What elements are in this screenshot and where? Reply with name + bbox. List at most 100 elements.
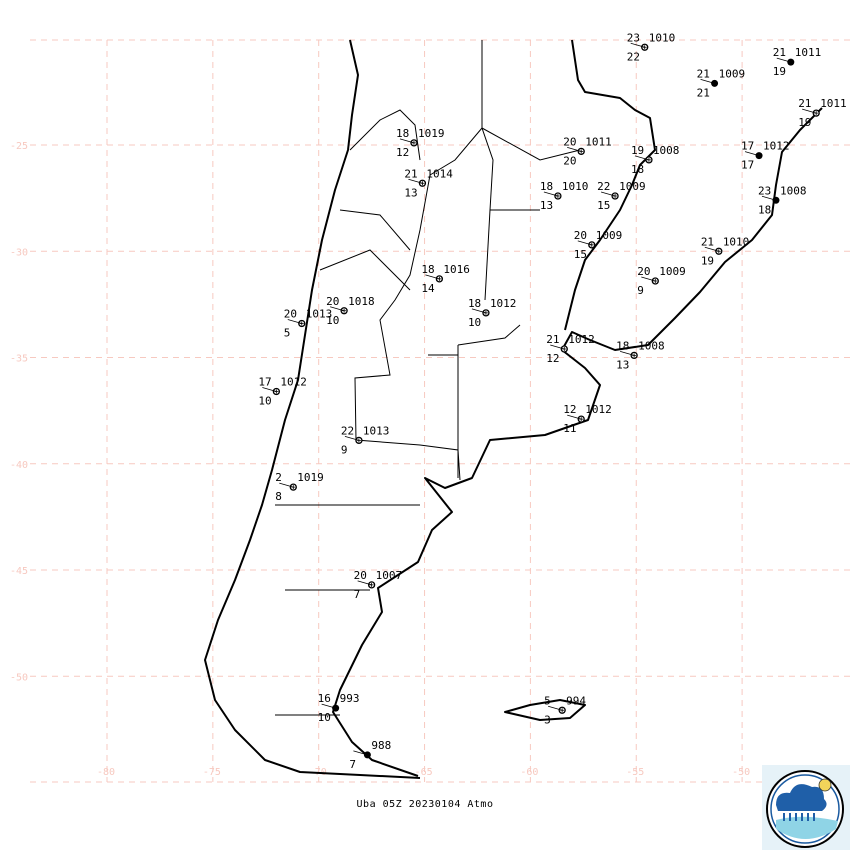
wind-barb [630, 42, 645, 48]
station-plot: 18 1019 12 [396, 127, 445, 159]
wind-barb [262, 387, 277, 392]
station-pressure: 994 [566, 694, 586, 707]
wind-barb [577, 240, 592, 246]
station-pressure: 993 [340, 692, 360, 705]
wind-barb [329, 306, 345, 312]
station-dewpoint: 9 [341, 443, 348, 456]
station-pressure: 1019 [297, 471, 324, 484]
station-plot: 988 7 [349, 739, 391, 771]
lat-lon-grid: -25-30-35-40-45-50-80 -75 -70 -65 -60 -55 -50 [10, 39, 850, 783]
station-temperature: 21 [798, 97, 811, 110]
station-pressure: 1013 [363, 424, 390, 437]
wind-barb [471, 308, 487, 314]
station-pressure: 1009 [619, 180, 646, 193]
station-plot: 18 1008 13 [616, 339, 665, 371]
station-dewpoint: 19 [701, 254, 714, 267]
station-dewpoint: 19 [798, 116, 811, 129]
wind-barb [550, 344, 565, 350]
station-pressure: 1012 [568, 333, 595, 346]
station-plot: 2 1019 8 [275, 471, 324, 503]
wind-barb [399, 138, 415, 144]
station-temperature: 12 [563, 403, 576, 416]
station-plot: 22 1009 15 [597, 180, 646, 212]
station-temperature: 19 [631, 144, 644, 157]
station-pressure: 1010 [562, 180, 589, 193]
station-temperature: 16 [318, 692, 331, 705]
station-plot: 20 1007 7 [354, 569, 403, 601]
wind-barb [634, 155, 650, 161]
lon-label: -65 [415, 767, 433, 778]
station-pressure: 1016 [443, 263, 470, 276]
wind-barb [567, 146, 582, 152]
station-temperature: 21 [701, 235, 714, 248]
station-temperature: 18 [468, 297, 481, 310]
station-temperature: 23 [627, 31, 640, 44]
wind-barb [600, 191, 616, 197]
station-dewpoint: 12 [396, 146, 409, 159]
lat-label: -40 [10, 460, 28, 471]
station-dewpoint: 19 [773, 65, 786, 78]
wind-barb [353, 750, 368, 756]
station-pressure: 1019 [418, 127, 445, 140]
lat-label: -30 [10, 247, 28, 258]
station-dewpoint: 9 [637, 284, 644, 297]
wind-barb [641, 276, 656, 282]
station-pressure: 1011 [795, 46, 822, 59]
station-pressure: 1013 [306, 308, 333, 321]
wind-barb [321, 703, 336, 709]
wind-barb [761, 195, 777, 201]
station-dewpoint: 12 [546, 352, 559, 365]
agency-logo [762, 765, 850, 850]
station-plot: 18 1016 14 [421, 263, 470, 295]
lat-label: -35 [10, 354, 28, 365]
station-pressure: 1014 [426, 167, 453, 180]
station-plot: 21 1011 19 [773, 46, 822, 78]
station-pressure: 1008 [638, 339, 665, 352]
station-pressure: 1008 [780, 184, 807, 197]
station-pressure: 988 [371, 739, 391, 752]
lon-label: -60 [520, 767, 538, 778]
station-plot: 22 1013 9 [341, 424, 390, 456]
station-plot: 20 1009 9 [637, 265, 686, 297]
lon-label: -55 [626, 767, 644, 778]
station-plot: 20 1013 5 [284, 308, 333, 340]
station-plot: 17 1012 17 [741, 140, 790, 172]
station-plot: 18 1012 10 [468, 297, 517, 329]
coastline [204, 39, 823, 779]
station-temperature: 17 [258, 376, 271, 389]
station-plot: 20 1018 10 [326, 295, 375, 327]
wind-barb [700, 78, 715, 84]
station-pressure: 1009 [596, 229, 623, 242]
station-dewpoint: 10 [318, 711, 331, 724]
station-plot: 16 993 10 [318, 692, 360, 724]
station-dewpoint: 14 [421, 282, 435, 295]
lon-label: -80 [97, 767, 115, 778]
station-temperature: 20 [563, 135, 576, 148]
station-dewpoint: 10 [258, 395, 271, 408]
wind-barb [744, 151, 760, 157]
station-plot: 5 994 3 [544, 694, 586, 726]
lon-label: -50 [732, 767, 750, 778]
station-temperature: 22 [597, 180, 610, 193]
station-dewpoint: 15 [574, 248, 587, 261]
lon-label: -75 [203, 767, 221, 778]
station-plot: 20 1009 15 [574, 229, 623, 261]
station-dewpoint: 20 [563, 154, 576, 167]
station-plot: 18 1010 13 [540, 180, 589, 212]
station-plot: 17 1012 10 [258, 376, 307, 408]
station-dewpoint: 10 [326, 314, 339, 327]
station-pressure: 1012 [490, 297, 517, 310]
station-temperature: 2 [275, 471, 282, 484]
wind-barb [279, 482, 294, 488]
station-pressure: 1012 [280, 376, 307, 389]
station-pressure: 1018 [348, 295, 375, 308]
wind-barb [567, 414, 582, 420]
station-pressure: 1011 [820, 97, 847, 110]
station-plot: 21 1009 21 [697, 67, 746, 99]
wind-barb [287, 319, 302, 324]
station-dewpoint: 8 [275, 490, 282, 503]
station-pressure: 1009 [659, 265, 686, 278]
lat-label: -45 [10, 566, 28, 577]
weather-logo-icon [766, 770, 844, 848]
station-dewpoint: 17 [741, 159, 754, 172]
